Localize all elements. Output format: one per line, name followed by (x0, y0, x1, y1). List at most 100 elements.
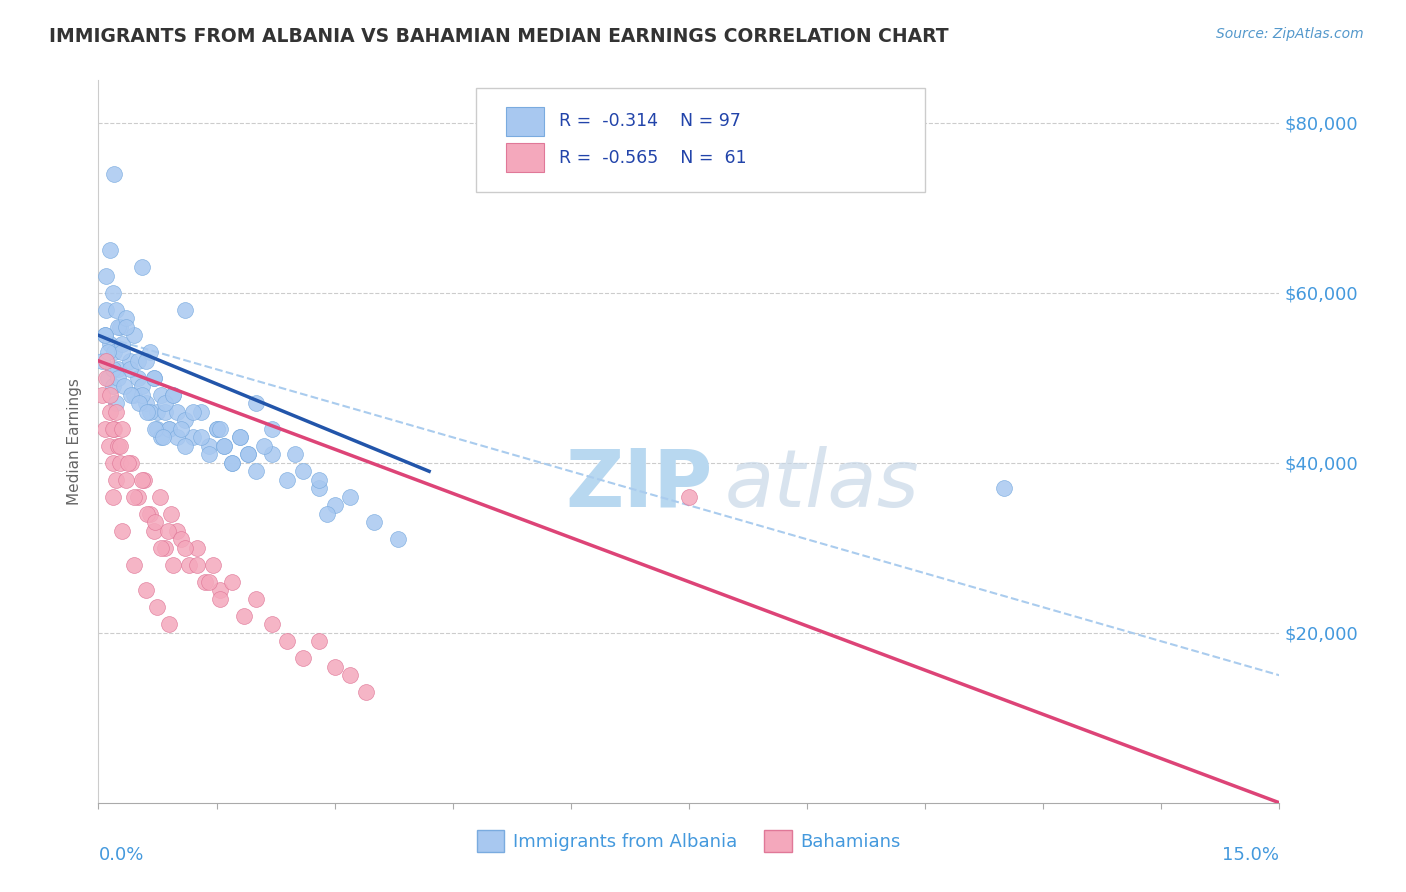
Point (993, 481, 1015, 495)
Point (101, 456, 124, 470)
Point (138, 507, 160, 521)
Point (155, 541, 177, 555)
Point (146, 405, 169, 419)
Point (142, 524, 165, 538)
Point (149, 490, 172, 504)
Point (339, 668, 361, 682)
Point (221, 456, 243, 470)
Point (98, 405, 121, 419)
Point (107, 362, 129, 376)
Point (260, 422, 283, 436)
Bar (506, 107, 544, 136)
Point (96, 371, 118, 385)
Point (190, 430, 212, 444)
Point (323, 498, 346, 512)
Point (156, 524, 179, 538)
Point (162, 388, 184, 402)
Point (117, 456, 139, 470)
Point (236, 447, 259, 461)
Point (157, 617, 180, 632)
Point (98, 388, 121, 402)
Bar (506, 143, 544, 172)
Point (118, 353, 141, 368)
Point (354, 685, 377, 699)
Point (142, 371, 165, 385)
Point (205, 422, 228, 436)
Point (135, 353, 157, 368)
Point (96, 302, 118, 317)
Point (115, 311, 138, 326)
Point (135, 583, 157, 598)
Point (146, 600, 169, 615)
Point (152, 430, 174, 444)
Point (107, 371, 129, 385)
Point (209, 422, 232, 436)
Point (245, 464, 267, 478)
Point (111, 336, 134, 351)
Point (221, 456, 243, 470)
Point (111, 524, 134, 538)
Point (253, 439, 276, 453)
Point (186, 541, 208, 555)
Point (112, 379, 135, 393)
Point (157, 422, 180, 436)
Point (150, 541, 173, 555)
Point (363, 516, 385, 530)
Text: 15.0%: 15.0% (1222, 847, 1279, 864)
Point (339, 490, 361, 504)
Point (138, 405, 160, 419)
Point (315, 507, 337, 521)
Point (101, 285, 124, 300)
Legend: Immigrants from Albania, Bahamians: Immigrants from Albania, Bahamians (470, 822, 908, 859)
Point (284, 447, 307, 461)
Point (104, 302, 127, 317)
Point (150, 430, 173, 444)
Point (107, 319, 129, 334)
Point (101, 422, 124, 436)
Point (174, 541, 197, 555)
Point (110, 319, 132, 334)
Point (97, 439, 120, 453)
Point (260, 617, 283, 632)
Point (174, 439, 197, 453)
Point (157, 422, 180, 436)
Point (122, 328, 145, 343)
Point (194, 574, 217, 589)
Text: R =  -0.314    N = 97: R = -0.314 N = 97 (560, 112, 741, 130)
Point (107, 439, 129, 453)
Point (131, 379, 153, 393)
Point (103, 167, 125, 181)
Point (103, 345, 125, 359)
Point (155, 396, 177, 410)
Point (197, 574, 219, 589)
Point (190, 405, 212, 419)
Point (160, 507, 183, 521)
Point (201, 558, 224, 572)
Point (93, 328, 115, 343)
Point (205, 422, 228, 436)
Point (162, 558, 184, 572)
Point (170, 422, 193, 436)
Point (214, 439, 236, 453)
Point (118, 362, 141, 376)
Point (104, 405, 127, 419)
Point (132, 473, 155, 487)
Point (127, 371, 149, 385)
Point (115, 473, 138, 487)
Point (91, 388, 114, 402)
Text: R =  -0.565    N =  61: R = -0.565 N = 61 (560, 149, 747, 167)
Point (127, 490, 149, 504)
Point (101, 490, 124, 504)
Point (181, 430, 204, 444)
Text: IMMIGRANTS FROM ALBANIA VS BAHAMIAN MEDIAN EARNINGS CORRELATION CHART: IMMIGRANTS FROM ALBANIA VS BAHAMIAN MEDI… (49, 27, 949, 45)
Point (101, 362, 124, 376)
Point (135, 396, 157, 410)
Point (97, 371, 120, 385)
Point (292, 651, 315, 665)
Point (166, 524, 188, 538)
Point (127, 353, 149, 368)
Point (155, 405, 177, 419)
Point (121, 388, 143, 402)
Point (177, 558, 200, 572)
Point (170, 533, 193, 547)
